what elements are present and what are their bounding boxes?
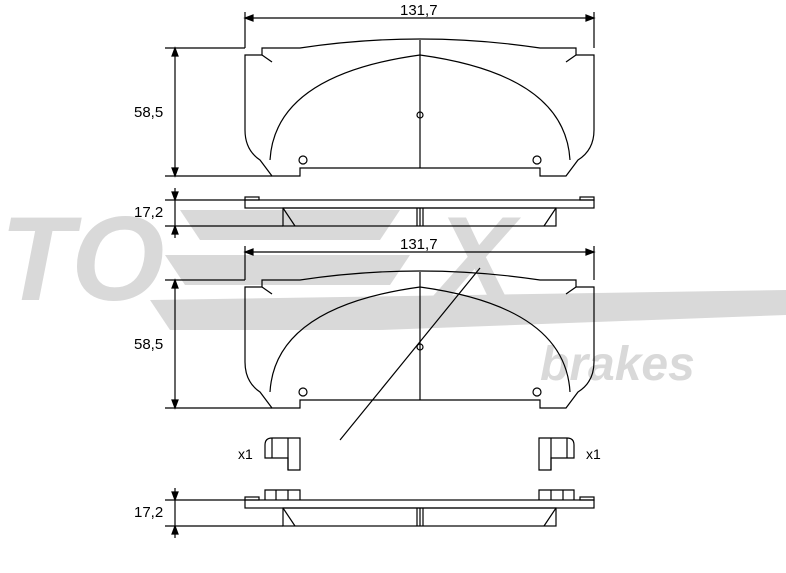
brake-pad-diagram: TO X brakes <box>0 0 786 573</box>
top-pad-edge <box>245 197 594 226</box>
label-clip-left-qty: x1 <box>238 446 253 462</box>
label-thickness-top: 17,2 <box>134 204 163 221</box>
clip-left <box>265 438 300 470</box>
label-width-bottom: 131,7 <box>400 236 438 253</box>
dim-top-thickness <box>165 188 283 238</box>
label-height-bottom: 58,5 <box>134 336 163 353</box>
label-clip-right-qty: x1 <box>586 446 601 462</box>
bottom-pad-edge <box>245 490 594 526</box>
technical-drawing-svg <box>0 0 786 573</box>
clip-right <box>539 438 574 470</box>
top-pad-face <box>245 39 594 176</box>
label-width-top: 131,7 <box>400 2 438 19</box>
label-height-top: 58,5 <box>134 104 163 121</box>
label-thickness-bottom: 17,2 <box>134 504 163 521</box>
bottom-pad-face <box>245 268 594 440</box>
